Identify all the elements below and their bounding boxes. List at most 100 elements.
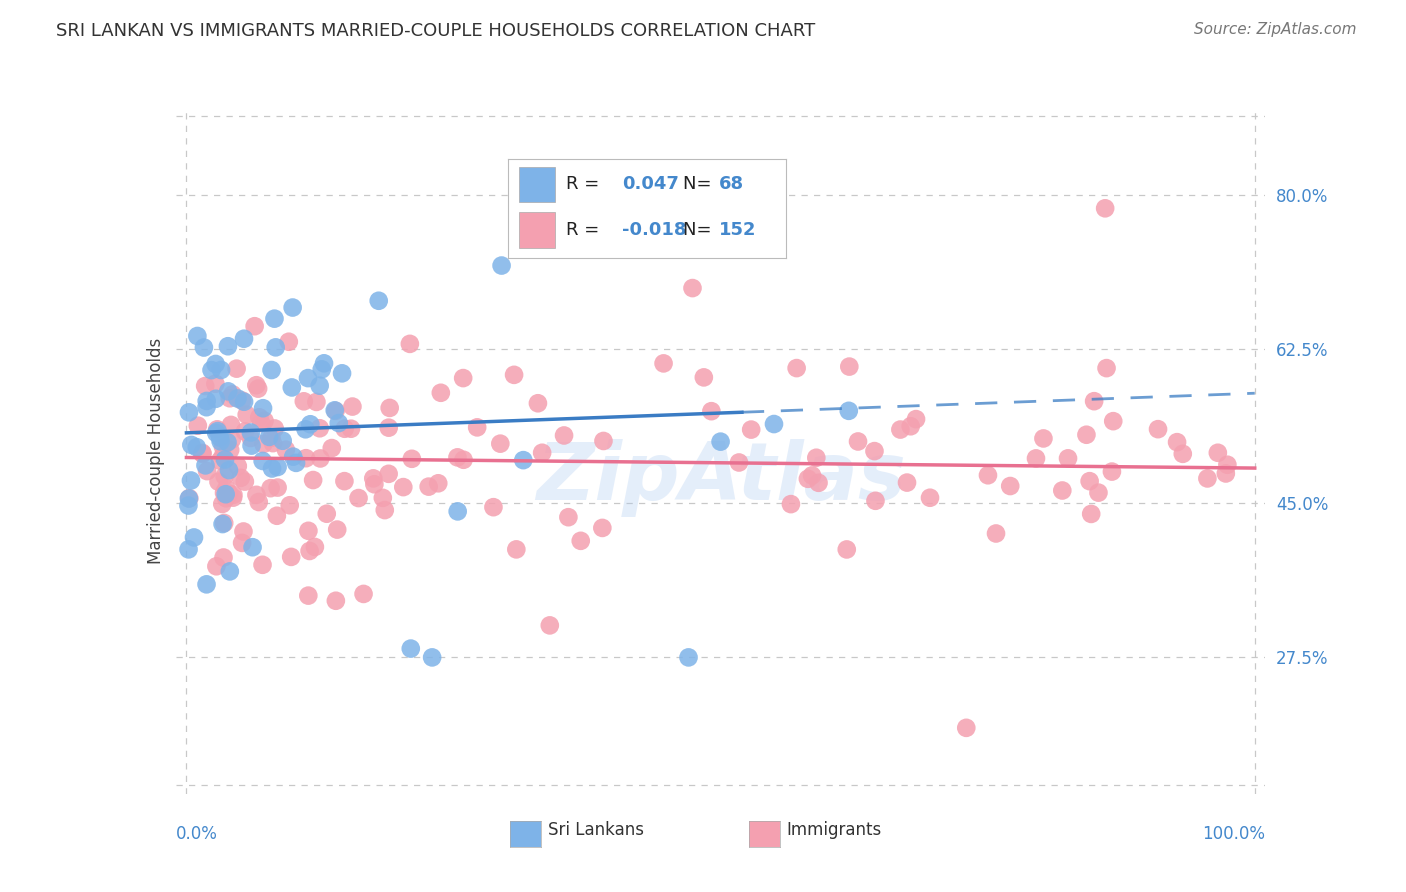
Point <box>1083 394 1105 409</box>
Point <box>786 361 808 376</box>
Point <box>177 542 200 557</box>
Point <box>217 339 239 353</box>
Point <box>215 487 238 501</box>
Point <box>280 549 302 564</box>
Point <box>253 414 276 428</box>
Point <box>367 293 389 308</box>
Point <box>212 486 235 500</box>
Point <box>325 404 347 418</box>
Point <box>281 301 304 315</box>
Point <box>205 559 228 574</box>
Point <box>325 593 347 607</box>
Point <box>191 447 214 461</box>
Bar <box>519 212 555 248</box>
Point <box>195 464 218 478</box>
Point <box>1215 467 1237 481</box>
Point <box>1000 479 1022 493</box>
Point <box>1032 432 1054 446</box>
Point <box>1076 427 1098 442</box>
Point <box>214 469 236 483</box>
Point <box>652 356 675 370</box>
Point <box>259 430 281 444</box>
Point <box>297 524 319 538</box>
Point <box>211 497 233 511</box>
Point <box>295 451 318 466</box>
Point <box>205 425 228 440</box>
Point <box>205 392 228 406</box>
Point <box>693 370 716 384</box>
Point <box>361 471 384 485</box>
Point <box>283 450 305 464</box>
Point <box>191 446 214 460</box>
Point <box>326 523 349 537</box>
Point <box>308 378 330 392</box>
Point <box>321 441 343 455</box>
Point <box>399 641 422 656</box>
Point <box>591 521 613 535</box>
Point <box>215 482 238 496</box>
Point <box>260 363 283 377</box>
Text: SRI LANKAN VS IMMIGRANTS MARRIED-COUPLE HOUSEHOLDS CORRELATION CHART: SRI LANKAN VS IMMIGRANTS MARRIED-COUPLE … <box>56 22 815 40</box>
Point <box>1052 483 1074 498</box>
Point <box>292 394 315 409</box>
Point <box>177 491 200 506</box>
Point <box>177 405 200 419</box>
Point <box>304 540 326 554</box>
Point <box>222 491 245 505</box>
Point <box>592 434 614 448</box>
Point <box>308 421 330 435</box>
Point <box>838 359 860 374</box>
Point <box>195 393 218 408</box>
Point <box>195 577 218 591</box>
Point <box>211 450 233 464</box>
Point <box>1147 422 1170 436</box>
Point <box>347 491 370 505</box>
Point <box>302 473 325 487</box>
Point <box>285 456 308 470</box>
Point <box>186 440 208 454</box>
Point <box>177 499 200 513</box>
Text: ZipAtlas: ZipAtlas <box>536 439 905 517</box>
Point <box>807 475 830 490</box>
Point <box>247 410 270 425</box>
Point <box>204 357 226 371</box>
Point <box>266 508 288 523</box>
Point <box>420 650 443 665</box>
Y-axis label: Married-couple Households: Married-couple Households <box>146 337 165 564</box>
Point <box>221 433 243 447</box>
Point <box>212 440 235 454</box>
Text: 68: 68 <box>720 175 744 193</box>
Point <box>194 458 217 473</box>
Point <box>1057 451 1080 466</box>
Point <box>1206 446 1229 460</box>
Point <box>491 259 513 273</box>
Point <box>682 281 704 295</box>
Point <box>835 542 858 557</box>
Point <box>278 498 301 512</box>
Point <box>297 589 319 603</box>
Point <box>232 524 254 539</box>
Point <box>212 516 235 530</box>
Point <box>1166 435 1188 450</box>
Point <box>247 382 270 396</box>
Point <box>247 495 270 509</box>
Point <box>465 420 488 434</box>
Point <box>896 475 918 490</box>
Point <box>193 341 215 355</box>
Point <box>252 401 274 416</box>
Point <box>221 387 243 401</box>
Point <box>333 474 356 488</box>
Point <box>218 391 240 405</box>
Point <box>264 340 287 354</box>
Point <box>728 455 751 469</box>
Point <box>489 436 512 450</box>
Point <box>231 536 253 550</box>
Point <box>863 444 886 458</box>
Text: -0.018: -0.018 <box>621 220 686 239</box>
Text: Immigrants: Immigrants <box>787 821 882 838</box>
Point <box>219 442 242 457</box>
Point <box>780 497 803 511</box>
Point <box>1078 474 1101 488</box>
Point <box>900 419 922 434</box>
Point <box>401 451 423 466</box>
